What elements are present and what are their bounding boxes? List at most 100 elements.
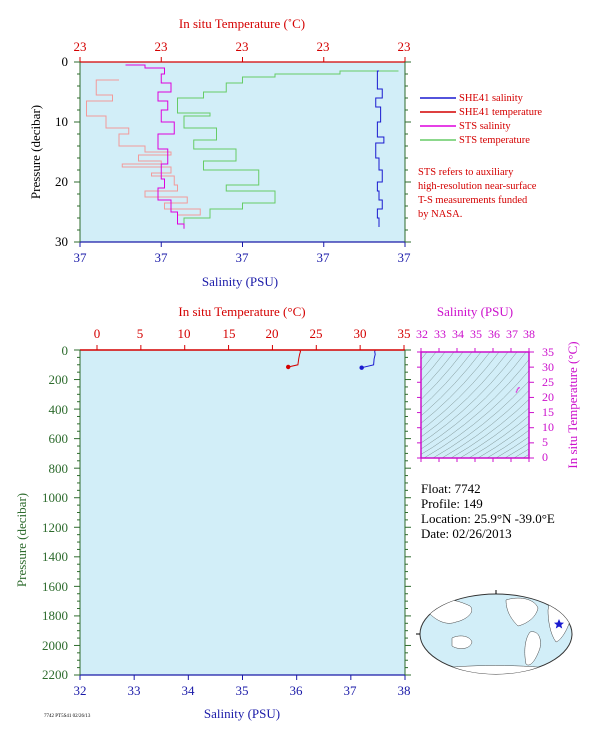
ts-right-axis-title: In situ Temperature (°C) (565, 341, 580, 468)
top-panel-ticks (74, 57, 411, 247)
main-bottom-tick-label: 35 (236, 683, 249, 698)
top-plot-area (80, 62, 405, 242)
series-line-sts-temperature (177, 70, 399, 224)
left-tick-label: 0 (62, 54, 69, 69)
legend-label: STS salinity (459, 121, 511, 132)
density-contour (450, 399, 529, 458)
ts-right-tick-label: 5 (542, 435, 548, 449)
left-tick-label: 20 (55, 174, 68, 189)
bottom-tick-label: 37 (155, 250, 169, 265)
density-contour (477, 422, 529, 458)
profile-line-salinity (361, 349, 376, 369)
main-plot-series (286, 349, 376, 370)
top-tick-label: 23 (236, 39, 249, 54)
main-left-tick-label: 400 (49, 402, 69, 417)
density-contour (486, 429, 529, 458)
main-top-tick-label: 30 (354, 326, 367, 341)
note-line: high-resolution near-surface (418, 181, 537, 192)
density-contour (421, 352, 509, 438)
main-top-tick-label: 20 (266, 326, 279, 341)
ts-top-tick-label: 32 (416, 327, 428, 341)
density-contour (468, 415, 529, 458)
map-continent-north-america (505, 597, 539, 627)
profile-number: Profile: 149 (421, 496, 483, 511)
world-map (416, 590, 573, 675)
main-bottom-tick-label: 37 (344, 683, 358, 698)
top-panel-left-axis-title: Pressure (decibar) (28, 105, 43, 199)
ts-top-tick-label: 35 (470, 327, 482, 341)
main-left-tick-label: 1000 (42, 490, 68, 505)
profile-line-in-situ-temperature (288, 349, 302, 368)
main-left-tick-label: 600 (49, 431, 69, 446)
profile-end-marker-salinity (359, 365, 364, 370)
footer-label: 7742 PT5S41 02/26/13 (44, 714, 91, 719)
density-contour (421, 352, 446, 382)
float-info: Float: 7742 Profile: 149 Location: 25.9°… (421, 481, 555, 541)
density-contour (421, 352, 491, 424)
bottom-tick-label: 37 (317, 250, 331, 265)
legend-label: STS temperature (459, 135, 530, 146)
float-id: Float: 7742 (421, 481, 481, 496)
profile-date: Date: 02/26/2013 (421, 526, 512, 541)
ts-right-tick-label: 10 (542, 420, 554, 434)
ts-right-tick-label: 35 (542, 345, 554, 359)
density-contour (504, 442, 529, 458)
note-line: by NASA. (418, 209, 462, 220)
density-contour (421, 352, 527, 450)
ts-right-tick-label: 25 (542, 375, 554, 389)
main-bottom-tick-label: 38 (398, 683, 411, 698)
density-contour (423, 370, 529, 458)
main-left-tick-label: 1200 (42, 520, 68, 535)
ts-right-tick-label: 0 (542, 450, 548, 464)
left-tick-label: 30 (55, 234, 68, 249)
top-tick-label: 23 (317, 39, 330, 54)
main-top-tick-label: 10 (178, 326, 191, 341)
main-left-tick-label: 1400 (42, 549, 68, 564)
ts-top-tick-label: 36 (488, 327, 500, 341)
main-bottom-tick-label: 32 (74, 683, 87, 698)
top-legend: SHE41 salinity SHE41 temperature STS sal… (420, 93, 542, 146)
series-line-she41-salinity (375, 70, 385, 227)
note-line: STS refers to auxiliary (418, 167, 514, 178)
bottom-tick-label: 37 (74, 250, 88, 265)
bottom-tick-label: 37 (236, 250, 250, 265)
main-top-tick-label: 5 (137, 326, 144, 341)
main-left-tick-label: 2000 (42, 638, 68, 653)
legend-label: SHE41 salinity (459, 93, 524, 104)
ts-panel-ticks (417, 348, 534, 462)
ts-point (518, 386, 520, 389)
series-line-sts-salinity (125, 64, 185, 229)
main-plot-area (80, 350, 405, 675)
density-contour (421, 352, 455, 391)
density-contour (432, 380, 529, 458)
density-contour (421, 359, 529, 455)
location: Location: 25.9°N -39.0°E (421, 511, 555, 526)
density-contour (421, 352, 473, 409)
main-top-tick-label: 15 (223, 326, 236, 341)
ts-top-axis-title: Salinity (PSU) (437, 304, 513, 319)
main-left-tick-label: 200 (49, 372, 69, 387)
density-contour (495, 436, 529, 458)
main-bottom-tick-label: 36 (290, 683, 304, 698)
main-left-tick-label: 2200 (42, 667, 68, 682)
top-tick-label: 23 (74, 39, 87, 54)
ts-top-tick-label: 37 (506, 327, 518, 341)
top-panel-bottom-axis-title: Salinity (PSU) (202, 274, 278, 289)
density-contour (421, 352, 518, 444)
main-left-tick-label: 0 (62, 343, 69, 358)
map-continent-antarctica (429, 665, 563, 674)
top-tick-label: 23 (398, 39, 411, 54)
top-plot-series (86, 64, 399, 229)
ts-right-tick-label: 20 (542, 390, 554, 404)
legend-label: SHE41 temperature (459, 107, 542, 118)
density-contour (459, 407, 529, 458)
main-left-tick-label: 800 (49, 461, 69, 476)
float-location-star-icon (554, 619, 564, 629)
ts-density-contours (421, 352, 529, 458)
ts-plot-series (515, 386, 520, 393)
ts-top-tick-label: 34 (452, 327, 464, 341)
density-contour (421, 352, 500, 431)
ts-top-tick-label: 38 (523, 327, 535, 341)
ts-plot-area (421, 352, 529, 458)
